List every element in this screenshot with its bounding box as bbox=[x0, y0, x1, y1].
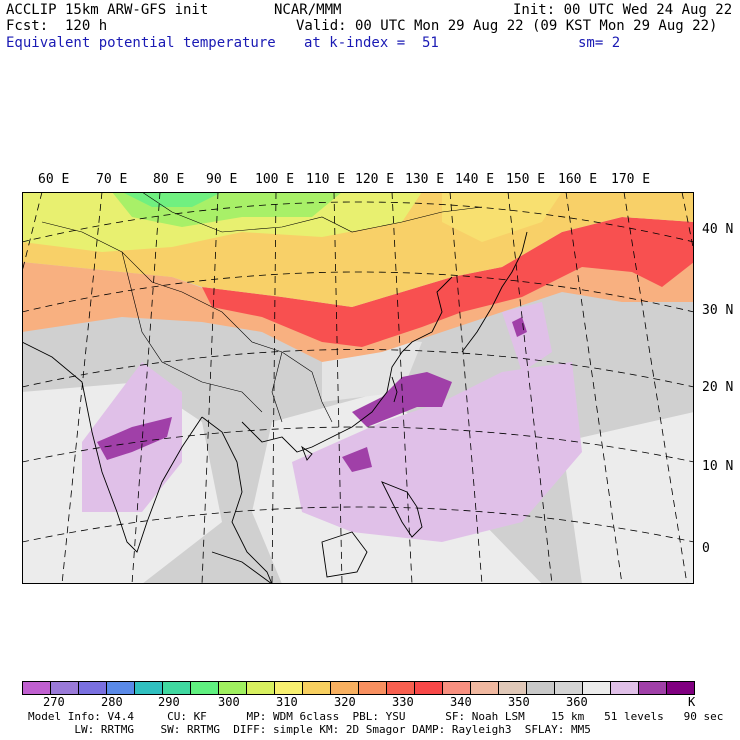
lon-label: 70 E bbox=[96, 172, 128, 187]
colorbar-label: 270 bbox=[43, 695, 65, 709]
colorbar-swatch bbox=[247, 682, 275, 694]
colorbar-swatch bbox=[51, 682, 79, 694]
colorbar-swatch bbox=[219, 682, 247, 694]
colorbar-label: 330 bbox=[392, 695, 414, 709]
colorbar-label: 320 bbox=[334, 695, 356, 709]
colorbar-swatch bbox=[275, 682, 303, 694]
colorbar-swatch bbox=[107, 682, 135, 694]
colorbar-swatch bbox=[555, 682, 583, 694]
field-region-yellow-east bbox=[442, 192, 562, 242]
center-label: NCAR/MMM bbox=[274, 2, 342, 18]
colorbar-label: 350 bbox=[508, 695, 530, 709]
model-info-line2: LW: RRTMG SW: RRTMG DIFF: simple KM: 2D … bbox=[28, 723, 591, 736]
lon-label: 130 E bbox=[405, 172, 445, 187]
colorbar-swatch bbox=[331, 682, 359, 694]
field-region-north-bright-green bbox=[122, 192, 222, 207]
field-patch-lightgray-3 bbox=[562, 412, 694, 584]
colorbar-swatch bbox=[79, 682, 107, 694]
lon-label: 120 E bbox=[355, 172, 395, 187]
lon-label: 140 E bbox=[455, 172, 495, 187]
lat-label: 30 N bbox=[702, 303, 734, 318]
field-core-bay-of-bengal bbox=[97, 417, 172, 460]
field-core-typhoon bbox=[352, 372, 452, 427]
colorbar-swatch bbox=[527, 682, 555, 694]
colorbar-swatch bbox=[23, 682, 51, 694]
theta-e-map bbox=[22, 192, 694, 584]
model-info-line1: Model Info: V4.4 CU: KF MP: WDM 6class P… bbox=[28, 710, 724, 723]
colorbar-swatch bbox=[639, 682, 667, 694]
country-borders bbox=[41, 192, 483, 423]
field-band-red bbox=[202, 217, 694, 347]
colorbar-label: 310 bbox=[276, 695, 298, 709]
lat-label: 20 N bbox=[702, 380, 734, 395]
colorbar-swatch bbox=[611, 682, 639, 694]
map-border bbox=[22, 192, 694, 584]
map-panel bbox=[22, 192, 694, 584]
colorbar-swatch bbox=[499, 682, 527, 694]
colorbar-swatch bbox=[443, 682, 471, 694]
colorbar-swatch bbox=[359, 682, 387, 694]
field-core-scs bbox=[342, 447, 372, 472]
lat-label: 40 N bbox=[702, 222, 734, 237]
colorbar-label: 360 bbox=[566, 695, 588, 709]
lon-label: 80 E bbox=[153, 172, 185, 187]
colorbar-swatch bbox=[135, 682, 163, 694]
field-core-north-pacific bbox=[512, 317, 527, 337]
smoothing-label: sm= 2 bbox=[578, 35, 621, 51]
colorbar-swatch bbox=[387, 682, 415, 694]
forecast-hour: Fcst: 120 h bbox=[6, 18, 108, 34]
graticule bbox=[22, 192, 694, 584]
lon-label: 100 E bbox=[255, 172, 295, 187]
colorbar-swatch bbox=[163, 682, 191, 694]
colorbar-swatch bbox=[471, 682, 499, 694]
field-patch-lilac-north bbox=[502, 302, 552, 372]
valid-time: Valid: 00 UTC Mon 29 Aug 22 (09 KST Mon … bbox=[296, 18, 718, 34]
colorbar bbox=[22, 681, 695, 695]
colorbar-swatch bbox=[191, 682, 219, 694]
colorbar-label: 340 bbox=[450, 695, 472, 709]
model-title: ACCLIP 15km ARW-GFS init bbox=[6, 2, 209, 18]
field-name: Equivalent potential temperature bbox=[6, 35, 276, 51]
lon-label: 160 E bbox=[558, 172, 598, 187]
coastlines bbox=[22, 231, 528, 584]
colorbar-label: 300 bbox=[218, 695, 240, 709]
lon-label: 110 E bbox=[306, 172, 346, 187]
lon-label: 90 E bbox=[206, 172, 238, 187]
lon-label: 170 E bbox=[611, 172, 651, 187]
colorbar-label: 290 bbox=[158, 695, 180, 709]
colorbar-label: K bbox=[688, 695, 696, 709]
field-patch-lilac-pacific bbox=[292, 362, 582, 542]
colorbar-swatch bbox=[667, 682, 695, 694]
colorbar-swatch bbox=[583, 682, 611, 694]
lat-label: 0 bbox=[702, 541, 710, 556]
init-time: Init: 00 UTC Wed 24 Aug 22 bbox=[513, 2, 733, 18]
lat-label: 10 N bbox=[702, 459, 734, 474]
colorbar-label: 280 bbox=[101, 695, 123, 709]
lon-label: 60 E bbox=[38, 172, 70, 187]
lon-label: 150 E bbox=[506, 172, 546, 187]
colorbar-swatch bbox=[415, 682, 443, 694]
level-label: at k-index = 51 bbox=[304, 35, 439, 51]
colorbar-swatch bbox=[303, 682, 331, 694]
